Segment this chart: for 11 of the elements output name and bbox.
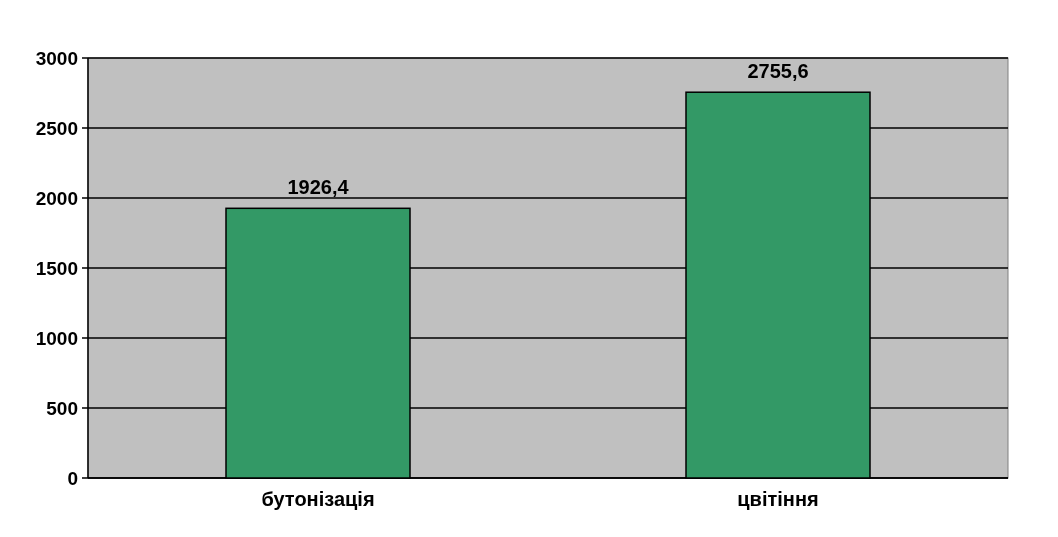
x-tick-label: цвітіння [737,488,819,510]
y-tick-label: 3000 [35,47,78,69]
y-tick-label: 1000 [35,327,78,349]
data-label: 1926,4 [287,176,350,199]
data-label: 2755,6 [747,60,809,83]
y-tick-label: 500 [46,397,78,419]
y-tick-label: 0 [67,467,78,489]
y-tick-label: 1500 [35,257,78,279]
y-tick-label: 2000 [35,187,78,209]
x-tick-label: бутонізація [261,488,375,510]
y-tick-label: 2500 [35,117,78,139]
